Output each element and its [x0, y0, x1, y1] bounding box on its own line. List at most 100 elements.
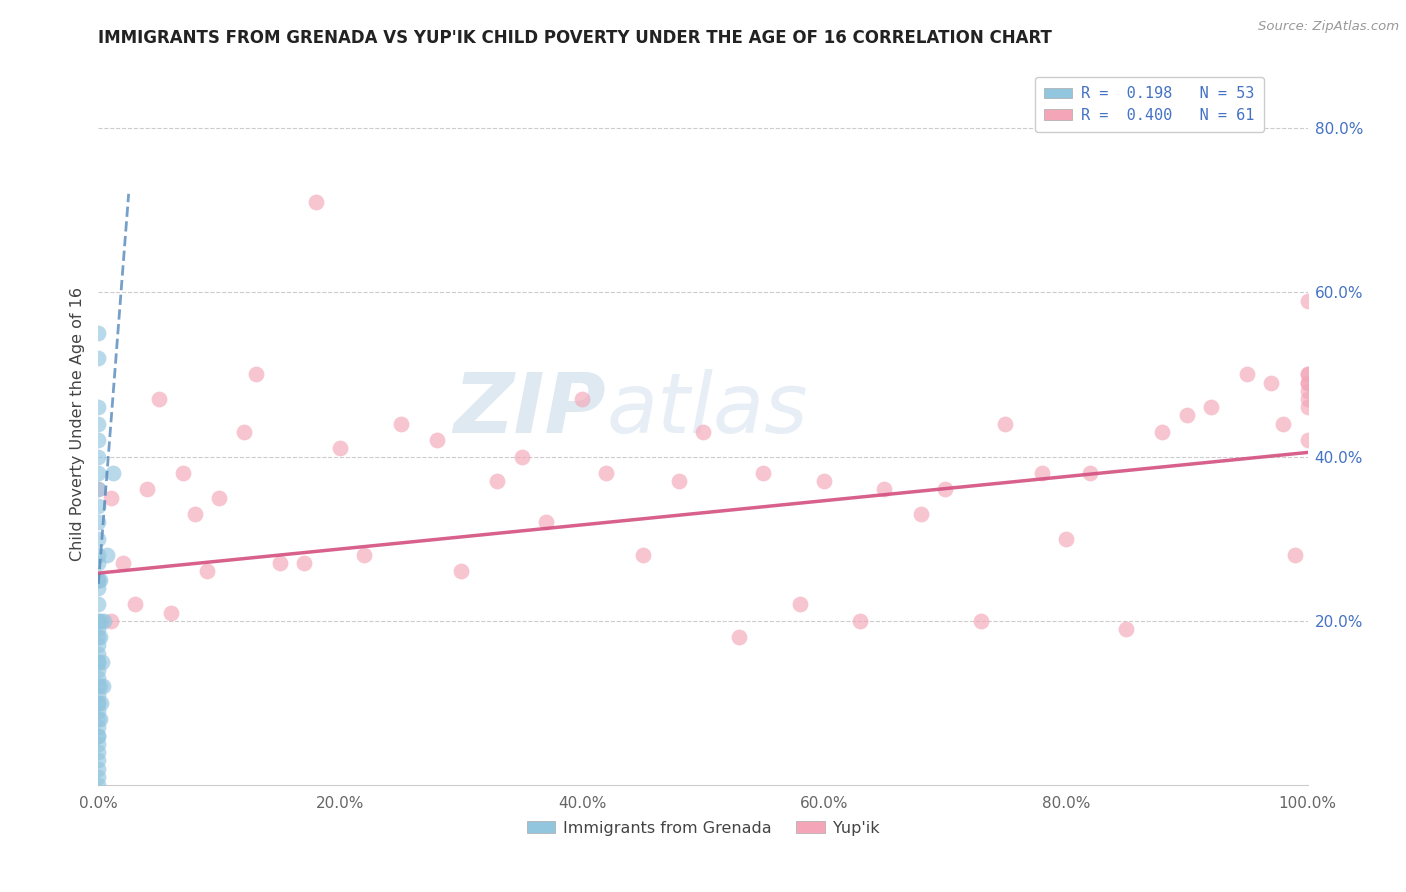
Point	[1296, 392, 1319, 406]
Point	[692, 425, 714, 439]
Point	[87, 573, 110, 587]
Point	[89, 630, 111, 644]
Point	[510, 450, 533, 464]
Point	[148, 392, 170, 406]
Point	[87, 704, 110, 718]
Point	[87, 573, 110, 587]
Point	[124, 598, 146, 612]
Point	[87, 401, 110, 415]
Point	[87, 433, 110, 447]
Point	[96, 548, 118, 562]
Point	[329, 442, 352, 456]
Point	[1054, 532, 1077, 546]
Point	[160, 606, 183, 620]
Y-axis label: Child Poverty Under the Age of 16: Child Poverty Under the Age of 16	[69, 286, 84, 561]
Point	[305, 194, 328, 209]
Point	[1031, 466, 1053, 480]
Point	[1296, 293, 1319, 308]
Point	[1260, 376, 1282, 390]
Point	[1296, 368, 1319, 382]
Point	[910, 507, 932, 521]
Point	[1152, 425, 1174, 439]
Point	[135, 483, 157, 497]
Point	[87, 581, 110, 595]
Point	[232, 425, 254, 439]
Legend: Immigrants from Grenada, Yup'ik: Immigrants from Grenada, Yup'ik	[520, 814, 886, 842]
Point	[1199, 401, 1222, 415]
Point	[728, 630, 751, 644]
Point	[87, 483, 110, 497]
Point	[87, 770, 110, 784]
Point	[87, 753, 110, 767]
Point	[100, 614, 122, 628]
Point	[195, 565, 218, 579]
Point	[87, 778, 110, 792]
Point	[87, 515, 110, 529]
Point	[90, 614, 112, 628]
Point	[89, 712, 111, 726]
Text: IMMIGRANTS FROM GRENADA VS YUP'IK CHILD POVERTY UNDER THE AGE OF 16 CORRELATION : IMMIGRANTS FROM GRENADA VS YUP'IK CHILD …	[98, 29, 1052, 47]
Point	[292, 556, 315, 570]
Point	[1115, 622, 1137, 636]
Text: atlas: atlas	[606, 368, 808, 450]
Point	[450, 565, 472, 579]
Point	[87, 483, 110, 497]
Point	[87, 466, 110, 480]
Point	[849, 614, 872, 628]
Point	[87, 762, 110, 776]
Point	[87, 556, 110, 570]
Point	[87, 729, 110, 743]
Point	[87, 737, 110, 751]
Point	[1078, 466, 1101, 480]
Point	[91, 680, 114, 694]
Point	[87, 696, 110, 710]
Point	[1284, 548, 1306, 562]
Point	[87, 417, 110, 431]
Point	[87, 655, 110, 669]
Point	[752, 466, 775, 480]
Point	[87, 712, 110, 726]
Point	[970, 614, 993, 628]
Point	[87, 614, 110, 628]
Point	[111, 556, 134, 570]
Point	[1296, 376, 1319, 390]
Point	[87, 351, 110, 365]
Point	[91, 655, 114, 669]
Point	[1296, 401, 1319, 415]
Point	[1175, 409, 1198, 423]
Point	[101, 466, 124, 480]
Point	[87, 499, 110, 513]
Point	[87, 696, 110, 710]
Point	[534, 515, 557, 529]
Point	[89, 680, 111, 694]
Point	[668, 474, 690, 488]
Point	[486, 474, 509, 488]
Point	[87, 450, 110, 464]
Point	[1296, 376, 1319, 390]
Point	[172, 466, 194, 480]
Point	[90, 696, 112, 710]
Point	[994, 417, 1017, 431]
Point	[87, 326, 110, 341]
Point	[89, 573, 111, 587]
Point	[631, 548, 654, 562]
Point	[87, 639, 110, 653]
Point	[87, 663, 110, 677]
Point	[269, 556, 291, 570]
Point	[87, 688, 110, 702]
Point	[87, 655, 110, 669]
Point	[87, 548, 110, 562]
Text: Source: ZipAtlas.com: Source: ZipAtlas.com	[1258, 20, 1399, 33]
Point	[100, 491, 122, 505]
Point	[1296, 368, 1319, 382]
Point	[184, 507, 207, 521]
Point	[87, 614, 110, 628]
Point	[87, 598, 110, 612]
Point	[1296, 384, 1319, 398]
Point	[87, 745, 110, 759]
Point	[353, 548, 375, 562]
Point	[87, 680, 110, 694]
Point	[87, 671, 110, 685]
Point	[813, 474, 835, 488]
Point	[93, 614, 115, 628]
